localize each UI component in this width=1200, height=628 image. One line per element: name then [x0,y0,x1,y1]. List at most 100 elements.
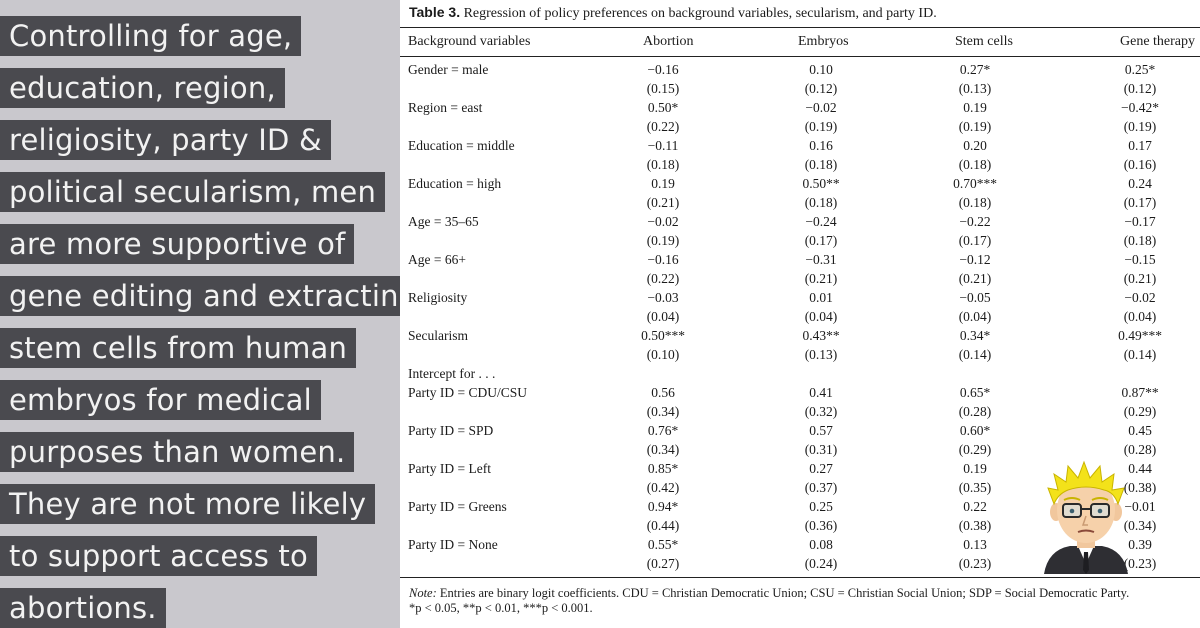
coefficient-cell: 0.85* [647,461,679,476]
coefficient-cell: 0.87** [1121,385,1159,400]
row-label: Education = middle [408,138,515,153]
coefficient-cell: −0.03 [647,290,679,305]
table-row: Party ID = Left 0.85* (0.42) 0.27 (0.37) 0.19… [400,461,1200,499]
coefficient-cell: −0.24 [805,214,837,229]
standard-error-cell: (0.23) [958,556,992,571]
row-label: Region = east [408,100,483,115]
table-body: Gender = male −0.16 (0.15) 0.10 (0.12) 0.27* (… [400,62,1200,575]
commentary-line: to support access to [0,536,317,576]
row-label: Secularism [408,328,468,343]
table-header: Background variables Abortion Embryos St… [400,34,1200,54]
bottom-rule [400,577,1200,578]
coefficient-cell: 0.19 [963,461,987,476]
standard-error-cell: (0.15) [646,81,680,96]
intercept-label: Intercept for . . . [408,366,496,381]
row-label: Education = high [408,176,502,191]
table-row: Religiosity −0.03 (0.04) 0.01 (0.04) −0.05 (0.… [400,290,1200,328]
coefficient-cell: 0.16 [809,138,833,153]
coefficient-cell: 0.10 [809,62,833,77]
intercept-heading-row: Intercept for . . . [400,366,1200,385]
standard-error-cell: (0.28) [1123,442,1157,457]
commentary-line: education, region, [0,68,285,108]
standard-error-cell: (0.27) [646,556,680,571]
coefficient-cell: 0.08 [809,537,833,552]
coefficient-cell: 0.25* [1124,62,1156,77]
commentary-line: abortions. [0,588,166,628]
row-label: Party ID = Greens [408,499,507,514]
coefficient-cell: −0.01 [1124,499,1156,514]
standard-error-cell: (0.04) [804,309,838,324]
standard-error-cell: (0.22) [646,271,680,286]
header-stem-cells: Stem cells [955,34,1013,49]
standard-error-cell: (0.19) [646,233,680,248]
coefficient-cell: 0.57 [809,423,833,438]
table-row: Party ID = SPD 0.76* (0.34) 0.57 (0.31) 0.60*… [400,423,1200,461]
coefficient-cell: 0.49*** [1118,328,1162,343]
standard-error-cell: (0.21) [958,271,992,286]
standard-error-cell: (0.31) [804,442,838,457]
coefficient-cell: −0.12 [959,252,991,267]
coefficient-cell: 0.43** [802,328,840,343]
standard-error-cell: (0.14) [958,347,992,362]
table-row: Party ID = Greens 0.94* (0.44) 0.25 (0.36) 0.… [400,499,1200,537]
standard-error-cell: (0.44) [646,518,680,533]
coefficient-cell: 0.94* [647,499,679,514]
standard-error-cell: (0.12) [804,81,838,96]
coefficient-cell: 0.19 [651,176,675,191]
table-title: Regression of policy preferences on back… [463,6,937,21]
coefficient-cell: 0.24 [1128,176,1152,191]
coefficient-cell: 0.41 [809,385,833,400]
header-rule [400,56,1200,57]
standard-error-cell: (0.19) [804,119,838,134]
standard-error-cell: (0.42) [646,480,680,495]
standard-error-cell: (0.04) [958,309,992,324]
standard-error-cell: (0.17) [804,233,838,248]
table-row: Party ID = CDU/CSU 0.56 (0.34) 0.41 (0.32) 0.… [400,385,1200,423]
table-row: Secularism 0.50*** (0.10) 0.43** (0.13) 0.34*… [400,328,1200,366]
standard-error-cell: (0.21) [1123,271,1157,286]
standard-error-cell: (0.34) [646,404,680,419]
header-background-variables: Background variables [408,34,531,49]
table-note: Note: Entries are binary logit coefficie… [409,586,1194,616]
coefficient-cell: −0.02 [1124,290,1156,305]
row-label: Age = 66+ [408,252,466,267]
commentary-line: are more supportive of [0,224,355,264]
coefficient-cell: 0.20 [963,138,987,153]
row-label: Religiosity [408,290,468,305]
standard-error-cell: (0.21) [646,195,680,210]
coefficient-cell: 0.50*** [641,328,685,343]
header-gene-therapy: Gene therapy [1120,34,1196,49]
table-row: Region = east 0.50* (0.22) −0.02 (0.19) 0.19 (… [400,100,1200,138]
coefficient-cell: −0.15 [1124,252,1156,267]
coefficient-cell: −0.42* [1121,100,1159,115]
coefficient-cell: 0.34* [959,328,991,343]
coefficient-cell: 0.25 [809,499,833,514]
table-row: Education = high 0.19 (0.21) 0.50** (0.18) 0.… [400,176,1200,214]
row-label: Gender = male [408,62,489,77]
standard-error-cell: (0.18) [958,195,992,210]
standard-error-cell: (0.18) [1123,233,1157,248]
commentary-line: religiosity, party ID & [0,120,331,160]
commentary-line: Controlling for age, [0,16,302,56]
commentary-line: stem cells from human [0,328,357,368]
standard-error-cell: (0.38) [958,518,992,533]
table-row: Gender = male −0.16 (0.15) 0.10 (0.12) 0.27* (… [400,62,1200,100]
standard-error-cell: (0.34) [1123,518,1157,533]
row-label: Party ID = CDU/CSU [408,385,527,400]
coefficient-cell: 0.27* [959,62,991,77]
coefficient-cell: 0.17 [1128,138,1152,153]
coefficient-cell: 0.39 [1128,537,1152,552]
row-label: Party ID = Left [408,461,491,476]
coefficient-cell: 0.45 [1128,423,1152,438]
table-caption: Table 3. Regression of policy preference… [409,4,937,22]
standard-error-cell: (0.23) [1123,556,1157,571]
standard-error-cell: (0.28) [958,404,992,419]
row-label: Party ID = None [408,537,498,552]
standard-error-cell: (0.13) [804,347,838,362]
coefficient-cell: 0.70*** [953,176,997,191]
commentary-line: political secularism, men [0,172,386,212]
standard-error-cell: (0.29) [958,442,992,457]
note-significance: *p < 0.05, **p < 0.01, ***p < 0.001. [409,601,593,615]
standard-error-cell: (0.22) [646,119,680,134]
table-label: Table 3. [409,4,461,20]
